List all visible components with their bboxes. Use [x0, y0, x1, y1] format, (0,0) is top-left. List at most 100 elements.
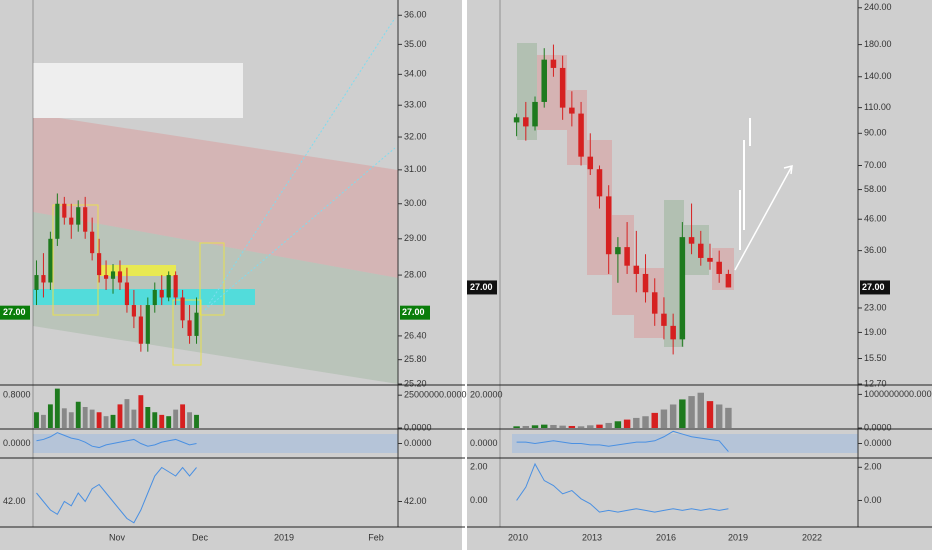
- x-tick-label: 2019: [274, 532, 294, 542]
- separator: [462, 0, 467, 550]
- candle-body: [633, 265, 640, 274]
- last-price-badge: [0, 305, 30, 320]
- candle-body: [624, 247, 630, 266]
- y-tick-label: 35.00: [404, 39, 427, 49]
- x-tick-label: Nov: [109, 532, 126, 542]
- volume-bar: [117, 404, 123, 428]
- volume-bar: [513, 426, 520, 428]
- candle-body: [145, 305, 150, 344]
- shade-box: [634, 268, 664, 338]
- yellow-band: [100, 265, 176, 276]
- shade-box: [567, 90, 587, 165]
- y-tick-label: 140.00: [864, 71, 892, 81]
- indicator-label: 0.8000: [3, 389, 31, 399]
- volume-bar: [41, 414, 46, 428]
- candle-body: [587, 156, 594, 170]
- osc-line: [36, 466, 197, 524]
- candle-body: [83, 207, 88, 232]
- volume-bar: [550, 424, 557, 428]
- y-tick-label: 58.00: [864, 184, 887, 194]
- y-tick-label: 26.40: [404, 330, 427, 340]
- last-price-label: 27.00: [3, 307, 26, 317]
- volume-bar: [180, 404, 186, 428]
- y-tick-label: 1000000000.0000: [864, 389, 932, 399]
- volume-bar: [715, 404, 723, 428]
- y-tick-label: 110.00: [864, 102, 891, 112]
- candle-body: [550, 59, 557, 68]
- candle-body: [688, 237, 695, 244]
- volume-bar: [587, 425, 594, 428]
- red-channel: [33, 114, 398, 278]
- y-tick-label: 0.0000: [864, 422, 892, 432]
- y-tick-label: 2.00: [864, 462, 882, 472]
- x-tick-label: Feb: [368, 532, 384, 542]
- volume-bar: [688, 396, 695, 428]
- y-tick-label: 34.00: [404, 69, 427, 79]
- osc-band: [33, 434, 398, 453]
- y-tick-label: 19.00: [864, 327, 887, 337]
- volume-bar: [642, 416, 649, 428]
- ray: [204, 147, 396, 311]
- volume-bar: [159, 414, 165, 428]
- volume-bar: [34, 412, 39, 428]
- y-tick-label: 36.00: [864, 245, 887, 255]
- candle-body: [48, 238, 53, 283]
- last-price-label: 27.00: [470, 282, 493, 292]
- volume-bar: [68, 412, 74, 428]
- candle-body: [69, 217, 74, 225]
- y-tick-label: 33.00: [404, 100, 427, 110]
- left-overlays: [33, 17, 398, 384]
- y-tick-label: 29.00: [404, 233, 427, 243]
- y-tick-label: 25000000.0000: [404, 390, 467, 400]
- y-tick-label: 46.00: [864, 214, 887, 224]
- osc-line: [516, 430, 729, 452]
- candle-body: [166, 275, 171, 298]
- candle-body: [605, 196, 612, 255]
- y-tick-label: 25.80: [404, 354, 427, 364]
- volume-bar: [660, 409, 668, 428]
- candle-body: [596, 169, 603, 197]
- last-price-badge: [860, 280, 890, 295]
- volume-bar: [194, 414, 199, 428]
- volume-bar: [697, 392, 704, 428]
- volume-bar: [187, 412, 192, 428]
- x-tick-label: 2010: [508, 532, 528, 542]
- volume-bar: [152, 412, 158, 428]
- volume-bar: [166, 416, 172, 428]
- indicator-label: 20.0000: [470, 389, 503, 399]
- x-tick-label: 2013: [582, 532, 602, 542]
- y-tick-label-left: 2.00: [470, 462, 488, 472]
- candle-body: [62, 203, 67, 218]
- candle-body: [615, 247, 621, 255]
- volume-bar: [145, 407, 151, 428]
- y-tick-label: 30.00: [404, 198, 427, 208]
- y-tick-label-left: 42.00: [3, 496, 26, 506]
- volume-bar: [706, 401, 714, 428]
- candle-body: [138, 316, 143, 344]
- candle-body: [90, 231, 95, 254]
- volume-bar: [531, 425, 539, 428]
- candle-body: [173, 275, 178, 298]
- y-tick-label: 15.50: [864, 353, 887, 363]
- y-tick-label: 0.0000: [404, 422, 432, 432]
- candle-body: [159, 289, 164, 298]
- volume-bar: [522, 425, 530, 428]
- candle-body: [707, 257, 713, 262]
- candle-body: [124, 282, 130, 306]
- volume-bar: [633, 417, 640, 428]
- last-price-badge: [400, 305, 430, 320]
- candle-body: [110, 271, 116, 279]
- y-tick-label: 0.0000: [404, 438, 432, 448]
- y-tick-label: 28.00: [404, 269, 427, 279]
- volume-bar: [651, 412, 658, 428]
- volume-bar: [54, 388, 60, 428]
- volume-bar: [110, 414, 116, 428]
- volume-bar: [679, 399, 686, 428]
- volume-bar: [75, 401, 81, 428]
- volume-bar: [725, 407, 732, 428]
- volume-bar: [623, 419, 631, 428]
- y-tick-label: 0.00: [864, 495, 882, 505]
- candle-body: [103, 275, 109, 279]
- candle-body: [569, 107, 575, 114]
